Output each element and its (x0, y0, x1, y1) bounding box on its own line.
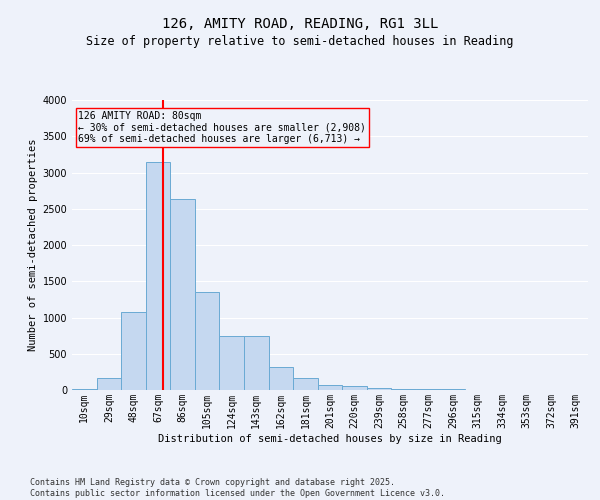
X-axis label: Distribution of semi-detached houses by size in Reading: Distribution of semi-detached houses by … (158, 434, 502, 444)
Text: Size of property relative to semi-detached houses in Reading: Size of property relative to semi-detach… (86, 35, 514, 48)
Text: 126, AMITY ROAD, READING, RG1 3LL: 126, AMITY ROAD, READING, RG1 3LL (162, 18, 438, 32)
Bar (342, 386, 367, 390)
Bar (220, 336, 244, 390)
Bar (72, 388, 97, 390)
Bar (121, 312, 146, 390)
Bar (391, 389, 416, 390)
Bar (195, 292, 220, 390)
Bar (97, 378, 121, 390)
Text: 126 AMITY ROAD: 80sqm
← 30% of semi-detached houses are smaller (2,908)
69% of s: 126 AMITY ROAD: 80sqm ← 30% of semi-deta… (79, 111, 367, 144)
Bar (170, 198, 195, 390)
Bar (244, 336, 269, 390)
Bar (367, 388, 391, 390)
Bar (146, 162, 170, 390)
Bar (269, 367, 293, 390)
Text: Contains HM Land Registry data © Crown copyright and database right 2025.
Contai: Contains HM Land Registry data © Crown c… (30, 478, 445, 498)
Bar (318, 384, 342, 390)
Y-axis label: Number of semi-detached properties: Number of semi-detached properties (28, 138, 38, 352)
Bar (293, 378, 318, 390)
